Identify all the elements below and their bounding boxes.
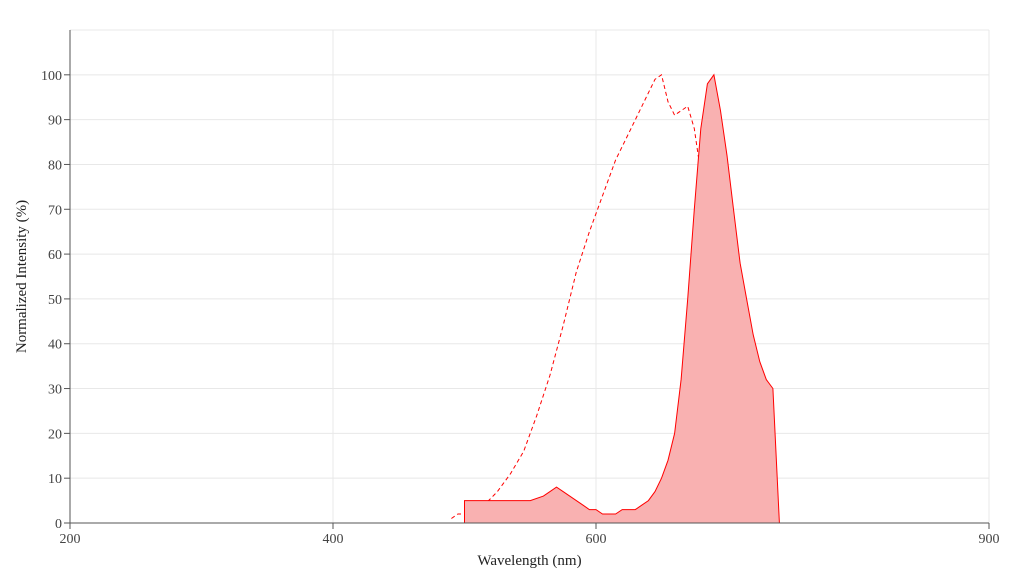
y-tick-label: 20 xyxy=(48,427,62,442)
y-tick-label: 90 xyxy=(48,114,62,129)
y-tick-label: 60 xyxy=(48,248,62,263)
excitation-line xyxy=(451,73,773,524)
x-axis-title: Wavelength (nm) xyxy=(477,553,581,569)
x-tick-label: 600 xyxy=(586,532,607,547)
grid xyxy=(70,29,990,523)
y-tick-label: 80 xyxy=(48,158,62,173)
x-tick-label: 200 xyxy=(60,532,81,547)
series-group xyxy=(451,73,780,524)
y-tick-label: 10 xyxy=(48,472,62,487)
y-tick-label: 50 xyxy=(48,293,62,308)
axes xyxy=(69,30,989,524)
x-tick-label: 900 xyxy=(979,532,1000,547)
tick-labels: 0 10 20 30 40 50 60 70 80 90 100 200 400 600 900 xyxy=(41,69,1000,547)
y-axis-title: Normalized Intensity (%) xyxy=(14,200,30,353)
x-tick-label: 400 xyxy=(323,532,344,547)
y-tick-label: 40 xyxy=(48,338,62,353)
y-tick-label: 100 xyxy=(41,69,62,84)
emission-area xyxy=(464,73,780,524)
y-tick-label: 70 xyxy=(48,203,62,218)
y-tick-label: 30 xyxy=(48,383,62,398)
y-tick-label: 0 xyxy=(55,517,62,532)
